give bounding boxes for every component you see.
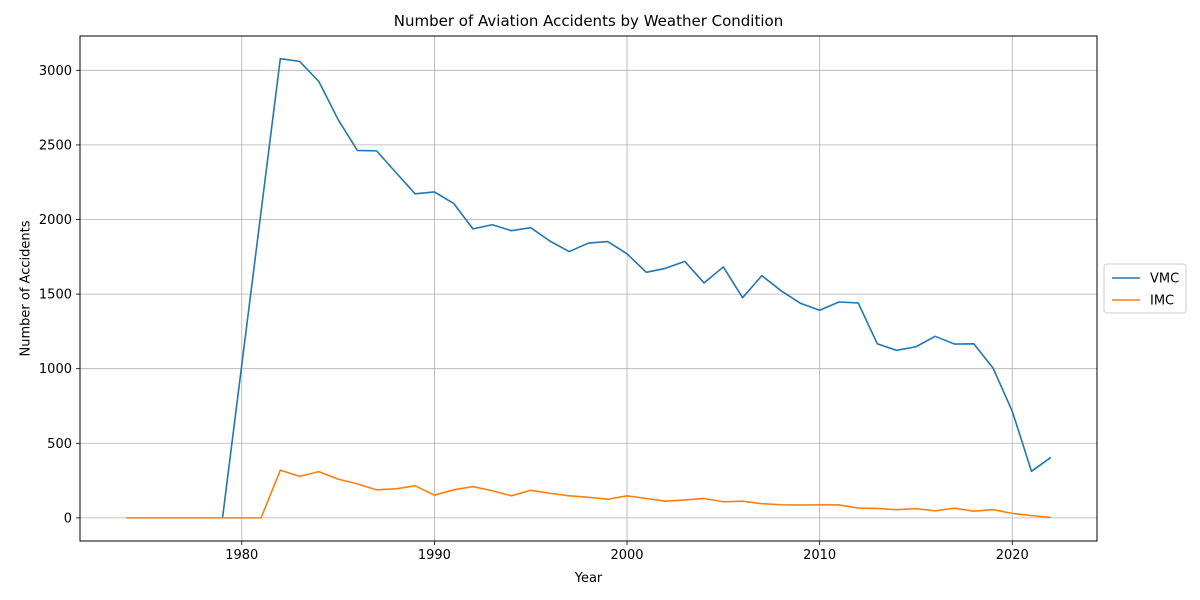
y-tick-label: 2500 bbox=[39, 138, 72, 153]
legend-label-vmc: VMC bbox=[1150, 272, 1179, 287]
y-tick-label: 1000 bbox=[39, 362, 72, 377]
series-line-imc bbox=[126, 469, 1051, 519]
chart-title: Number of Aviation Accidents by Weather … bbox=[394, 12, 783, 30]
legend-label-imc: IMC bbox=[1150, 294, 1174, 309]
legend: VMC IMC bbox=[1103, 263, 1187, 314]
x-tick-label: 2000 bbox=[610, 548, 643, 563]
y-tick-label: 3000 bbox=[39, 64, 72, 79]
x-axis-title: Year bbox=[574, 571, 603, 586]
y-tick-label: 0 bbox=[64, 511, 72, 526]
x-tick-label: 2020 bbox=[996, 548, 1029, 563]
x-tick-label: 2010 bbox=[803, 548, 836, 563]
series-layer bbox=[126, 57, 1052, 519]
y-axis-title: Number of Accidents bbox=[19, 220, 34, 356]
y-tick-label: 1500 bbox=[39, 288, 72, 303]
series-line-vmc bbox=[221, 57, 1052, 518]
y-tick-label: 500 bbox=[47, 437, 72, 452]
y-tick-label: 2000 bbox=[39, 213, 72, 228]
tick-layer: 1980 1990 2000 2010 2020 0 500 1000 1500 2000 2500… bbox=[39, 64, 1029, 563]
x-tick-label: 1980 bbox=[225, 548, 258, 563]
x-tick-label: 1990 bbox=[418, 548, 451, 563]
plot-frame bbox=[79, 35, 1098, 542]
